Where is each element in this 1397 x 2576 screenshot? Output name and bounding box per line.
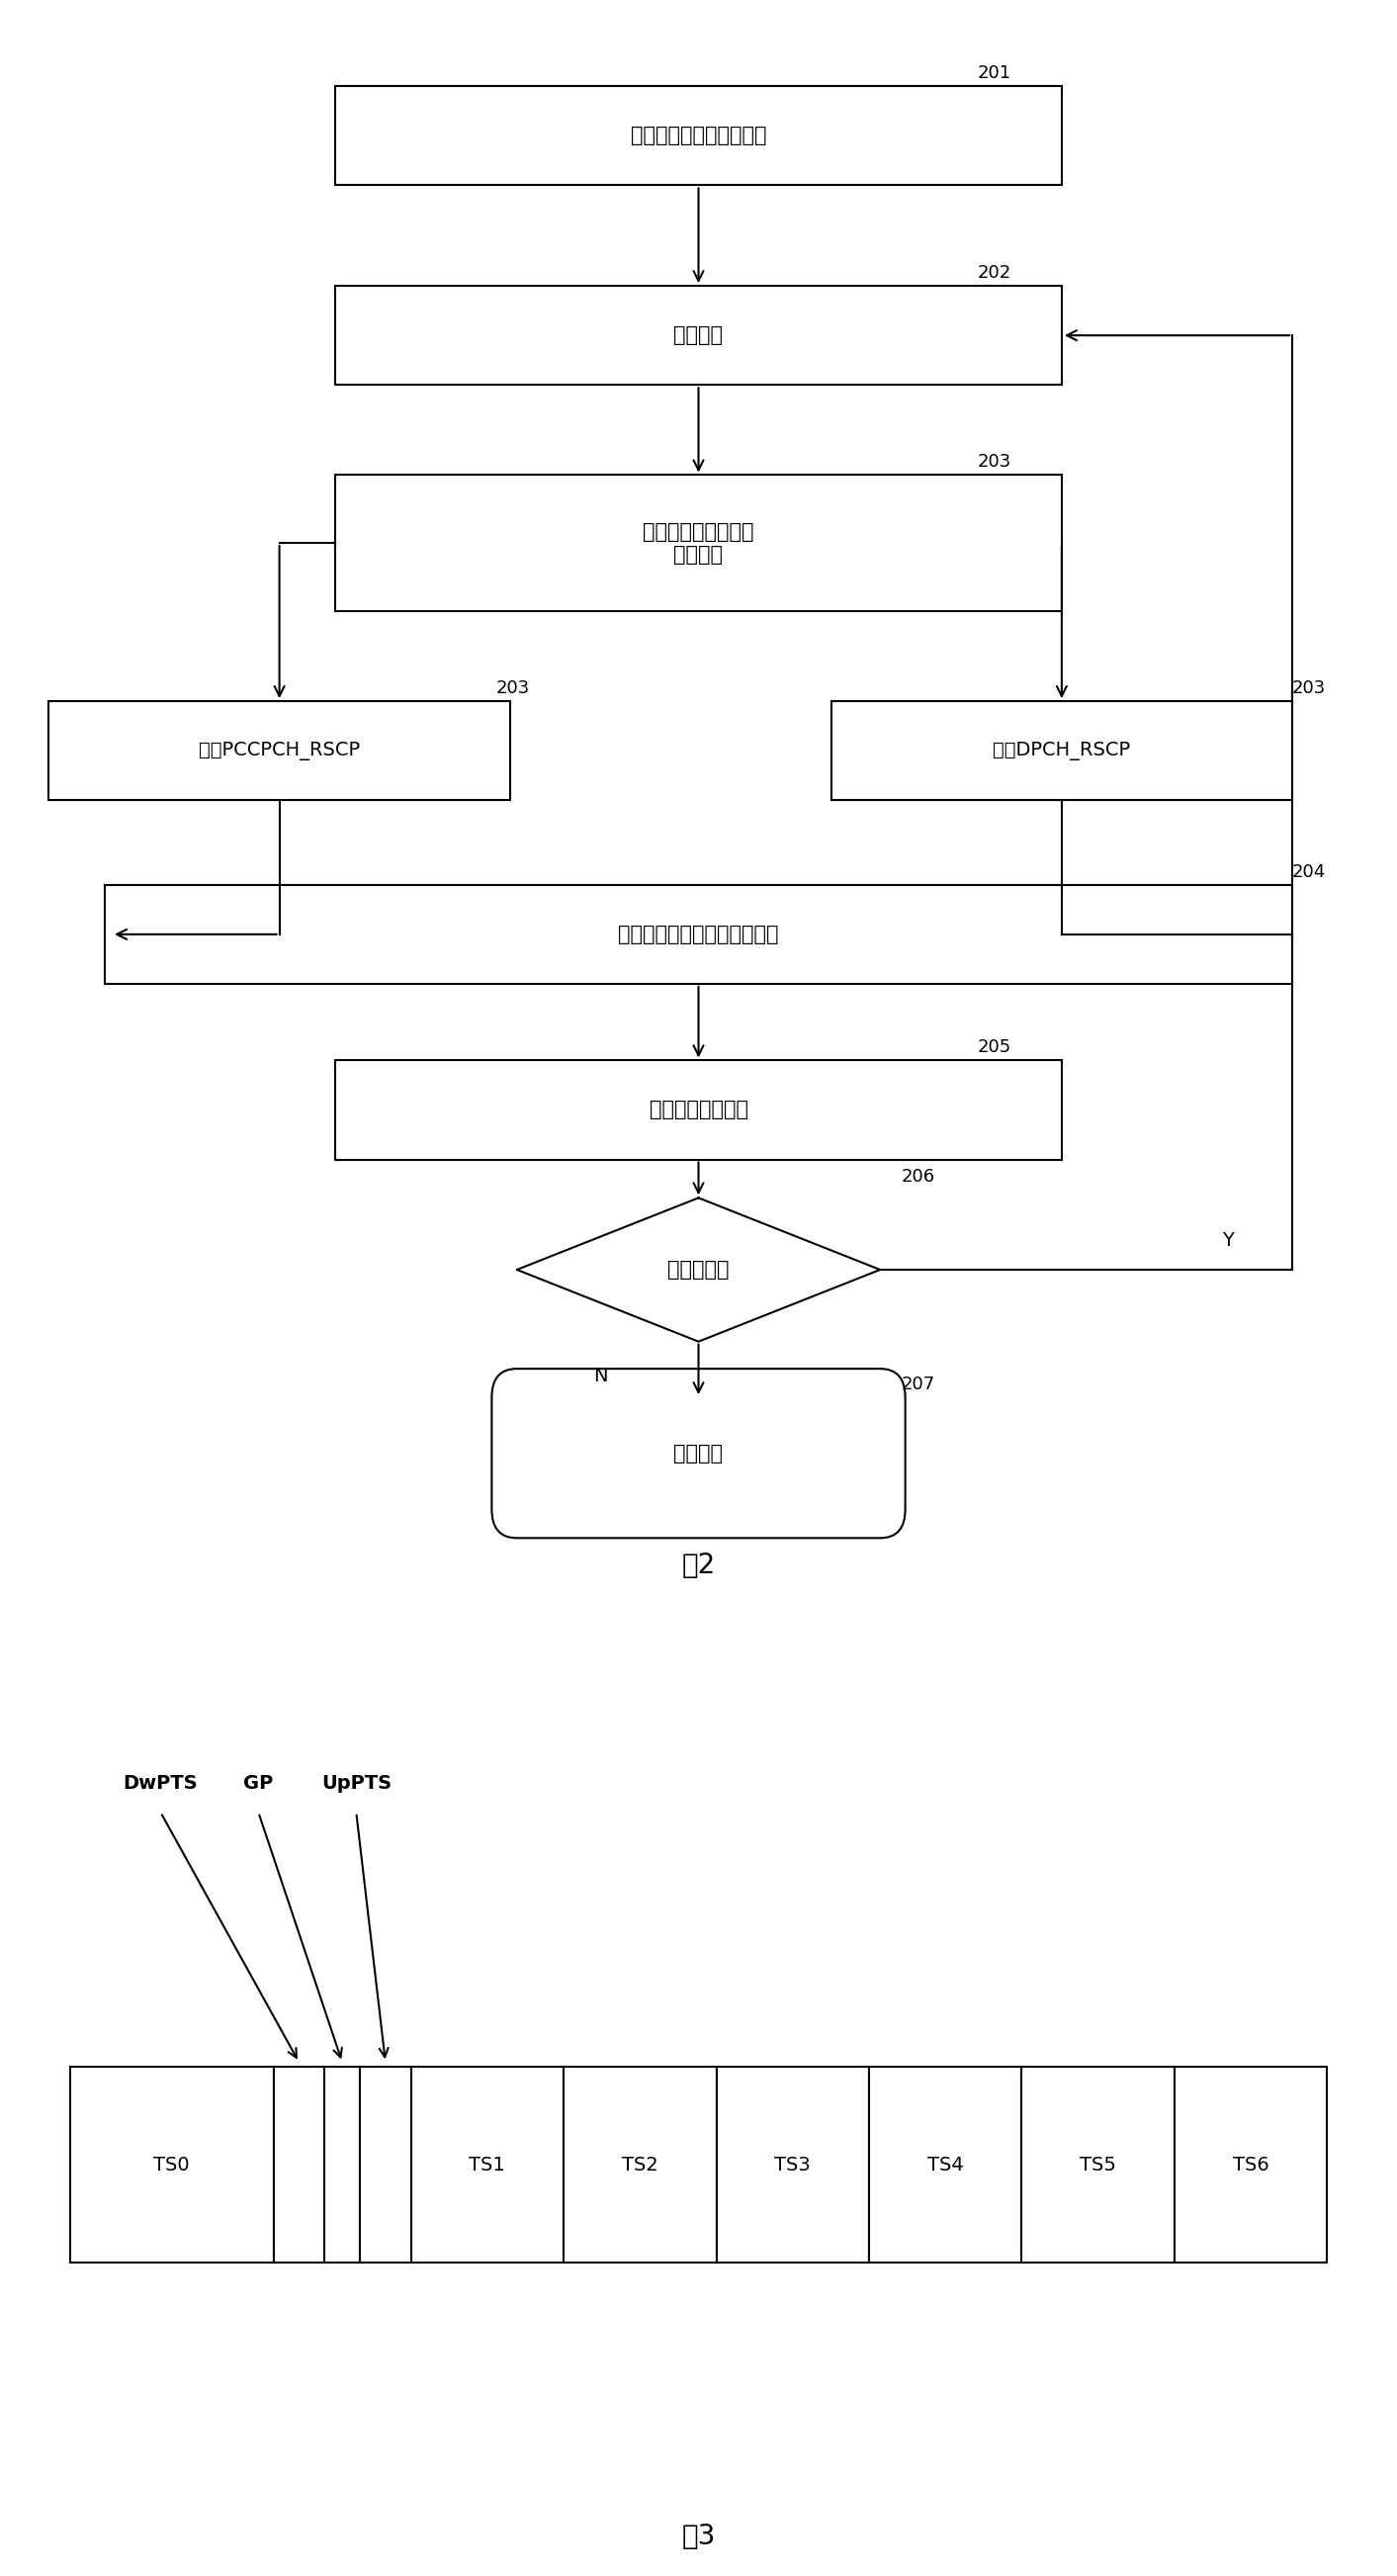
Text: 图2: 图2 — [682, 1551, 715, 1579]
Text: 204: 204 — [1292, 863, 1326, 881]
Polygon shape — [517, 1198, 880, 1342]
FancyBboxPatch shape — [335, 85, 1062, 185]
FancyBboxPatch shape — [563, 2066, 717, 2262]
Text: 203: 203 — [496, 680, 529, 698]
FancyBboxPatch shape — [335, 1061, 1062, 1159]
Text: 图3: 图3 — [682, 2522, 715, 2550]
Text: 设置测量时间，分别求其均值: 设置测量时间，分别求其均值 — [617, 925, 780, 945]
FancyBboxPatch shape — [274, 2066, 324, 2262]
FancyBboxPatch shape — [360, 2066, 411, 2262]
Text: 输出PCCPCH_RSCP: 输出PCCPCH_RSCP — [198, 742, 360, 760]
Text: DwPTS: DwPTS — [123, 1775, 198, 1793]
FancyBboxPatch shape — [1175, 2066, 1327, 2262]
FancyBboxPatch shape — [411, 2066, 563, 2262]
Text: TS0: TS0 — [154, 2156, 190, 2174]
FancyBboxPatch shape — [717, 2066, 869, 2262]
Text: 206: 206 — [901, 1167, 935, 1185]
Text: UpPTS: UpPTS — [321, 1775, 391, 1793]
Text: 202: 202 — [978, 265, 1011, 281]
Text: 201: 201 — [978, 64, 1011, 82]
FancyBboxPatch shape — [831, 701, 1292, 801]
Text: 输出结果: 输出结果 — [673, 1443, 724, 1463]
Text: 是否继续？: 是否继续？ — [668, 1260, 729, 1280]
FancyBboxPatch shape — [49, 701, 510, 801]
Text: N: N — [594, 1368, 608, 1386]
Text: 203: 203 — [978, 453, 1011, 471]
Text: 打开天线下行赋形，
测试终端: 打开天线下行赋形， 测试终端 — [643, 523, 754, 564]
Text: TS6: TS6 — [1232, 2156, 1268, 2174]
FancyBboxPatch shape — [492, 1368, 905, 1538]
Text: 接入终端: 接入终端 — [673, 325, 724, 345]
Text: 关闭下行功控和外环功控: 关闭下行功控和外环功控 — [630, 126, 767, 147]
Text: TS5: TS5 — [1080, 2156, 1116, 2174]
Text: 输出DPCH_RSCP: 输出DPCH_RSCP — [993, 742, 1130, 760]
Text: 205: 205 — [978, 1038, 1011, 1056]
Text: 207: 207 — [901, 1376, 935, 1394]
FancyBboxPatch shape — [335, 286, 1062, 384]
FancyBboxPatch shape — [70, 2066, 274, 2262]
Text: TS3: TS3 — [774, 2156, 810, 2174]
FancyBboxPatch shape — [1021, 2066, 1175, 2262]
FancyBboxPatch shape — [335, 474, 1062, 611]
Text: GP: GP — [243, 1775, 274, 1793]
FancyBboxPatch shape — [869, 2066, 1021, 2262]
Text: TS1: TS1 — [469, 2156, 506, 2174]
FancyBboxPatch shape — [105, 884, 1292, 984]
FancyBboxPatch shape — [324, 2066, 360, 2262]
Text: Y: Y — [1222, 1231, 1234, 1249]
Text: TS4: TS4 — [928, 2156, 964, 2174]
Text: TS2: TS2 — [622, 2156, 658, 2174]
Text: 203: 203 — [1292, 680, 1326, 698]
Text: 计算赋形增益结果: 计算赋形增益结果 — [650, 1100, 747, 1121]
